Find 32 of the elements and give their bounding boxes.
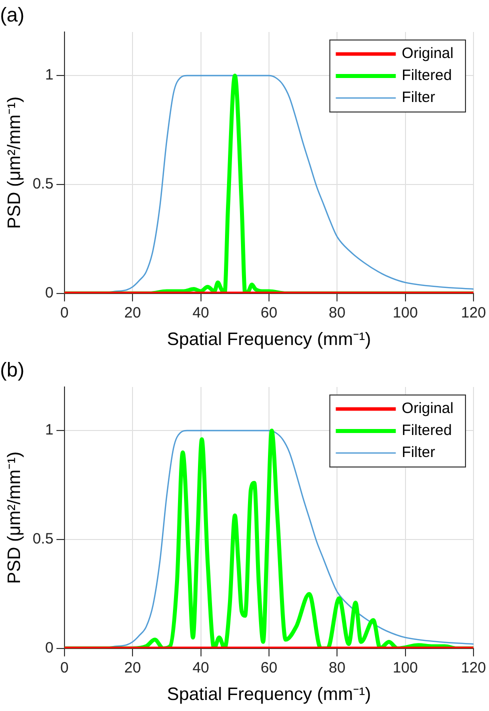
x-tick-label: 100 — [392, 304, 418, 322]
y-tick-label: 0 — [45, 640, 54, 657]
x-axis-title: Spatial Frequency (mm⁻¹) — [166, 684, 371, 704]
chart-title: (b) — [0, 360, 24, 382]
legend-label: Filtered — [402, 67, 452, 84]
x-tick-label: 60 — [260, 660, 278, 677]
chart-title: (a) — [0, 4, 24, 27]
x-tick-label: 80 — [328, 660, 346, 677]
legend-label: Filter — [402, 444, 436, 462]
x-tick-label: 100 — [392, 660, 418, 677]
x-tick-label: 120 — [460, 304, 486, 322]
y-tick-label: 0 — [45, 284, 54, 302]
y-tick-label: 0.5 — [32, 176, 54, 193]
x-tick-label: 120 — [460, 660, 486, 677]
x-tick-label: 0 — [60, 304, 69, 322]
x-tick-label: 20 — [124, 660, 141, 677]
x-tick-label: 0 — [60, 660, 69, 677]
x-tick-label: 20 — [124, 304, 141, 322]
y-tick-label: 1 — [45, 66, 54, 84]
legend-label: Filtered — [402, 422, 452, 440]
y-axis-title: PSD (μm²/mm⁻¹) — [4, 96, 24, 229]
x-tick-label: 40 — [192, 660, 210, 677]
legend-label: Filter — [402, 89, 436, 106]
legend-label: Original — [402, 45, 454, 62]
legend-label: Original — [402, 400, 454, 418]
x-tick-label: 80 — [328, 304, 346, 322]
y-tick-label: 1 — [45, 422, 54, 439]
x-axis-title: Spatial Frequency (mm⁻¹) — [166, 329, 371, 350]
y-tick-label: 0.5 — [32, 530, 54, 548]
x-tick-label: 60 — [260, 304, 278, 322]
y-axis-title: PSD (μm²/mm⁻¹) — [4, 452, 24, 584]
x-tick-label: 40 — [192, 304, 210, 322]
